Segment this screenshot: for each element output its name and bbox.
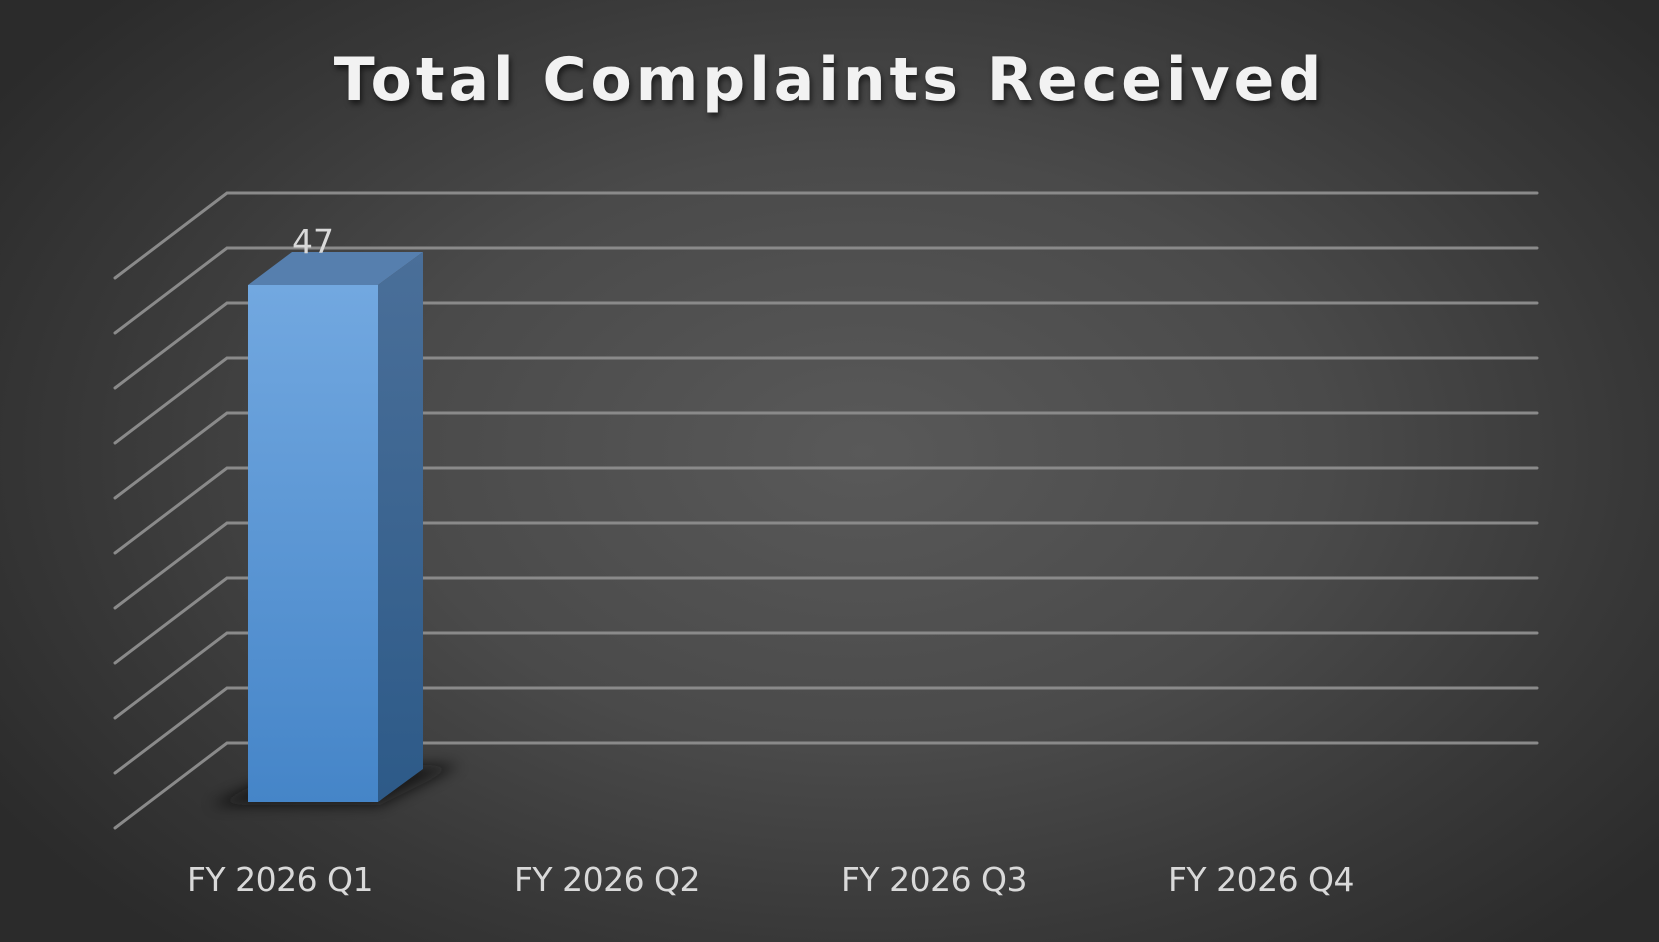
data-label-q1: 47 xyxy=(292,222,334,261)
bar-front-face xyxy=(248,285,378,802)
category-label-q3: FY 2026 Q3 xyxy=(840,860,1028,899)
category-label-q4: FY 2026 Q4 xyxy=(1167,860,1355,899)
bar-side-face xyxy=(378,252,423,802)
gridlines xyxy=(113,191,1539,830)
chart-title: Total Complaints Received xyxy=(333,45,1326,115)
category-label-q2: FY 2026 Q2 xyxy=(513,860,701,899)
bar-top-face xyxy=(248,252,423,285)
bar-fy2026-q1[interactable] xyxy=(210,252,460,805)
category-label-q1: FY 2026 Q1 xyxy=(186,860,374,899)
